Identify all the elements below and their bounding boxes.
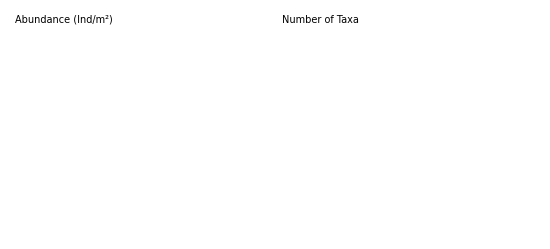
Text: Number of Taxa: Number of Taxa: [283, 15, 359, 25]
Text: Abundance (Ind/m²): Abundance (Ind/m²): [15, 15, 113, 25]
